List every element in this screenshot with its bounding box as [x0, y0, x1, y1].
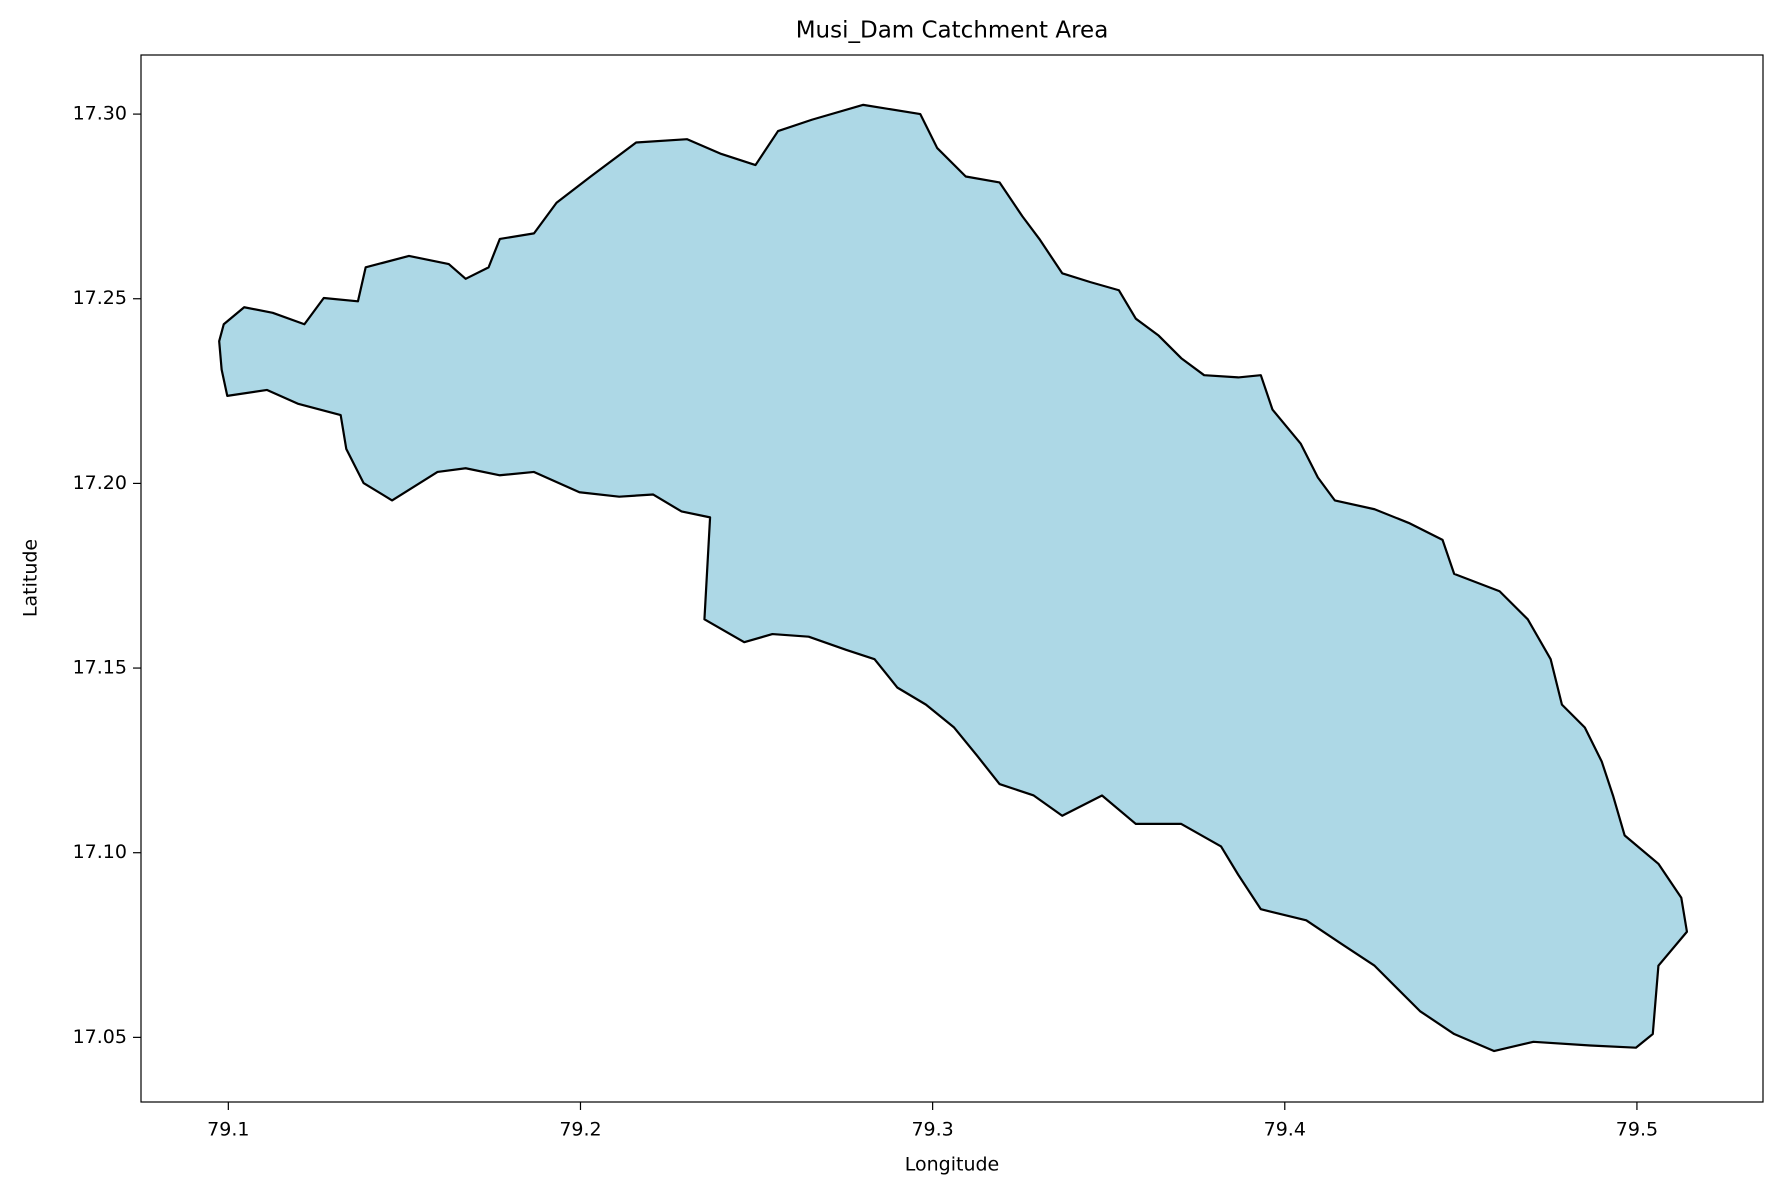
catchment-polygon	[218, 103, 1689, 1053]
x-tick-label: 79.1	[207, 1119, 249, 1141]
x-tick-label: 79.4	[1264, 1119, 1306, 1141]
x-tick-label: 79.2	[559, 1119, 601, 1141]
y-tick-label: 17.25	[73, 287, 127, 309]
x-axis-label: Longitude	[905, 1154, 1000, 1176]
x-tick-label: 79.3	[911, 1119, 953, 1141]
y-tick-label: 17.20	[73, 472, 127, 494]
y-axis-label: Latitude	[20, 539, 42, 617]
y-tick-label: 17.05	[73, 1026, 127, 1048]
y-tick-label: 17.15	[73, 657, 127, 679]
y-tick-label: 17.10	[73, 841, 127, 863]
x-tick-label: 79.5	[1616, 1119, 1658, 1141]
plot-frame	[140, 54, 1764, 1103]
chart-title: Musi_Dam Catchment Area	[796, 18, 1109, 44]
y-tick-label: 17.30	[73, 103, 127, 125]
